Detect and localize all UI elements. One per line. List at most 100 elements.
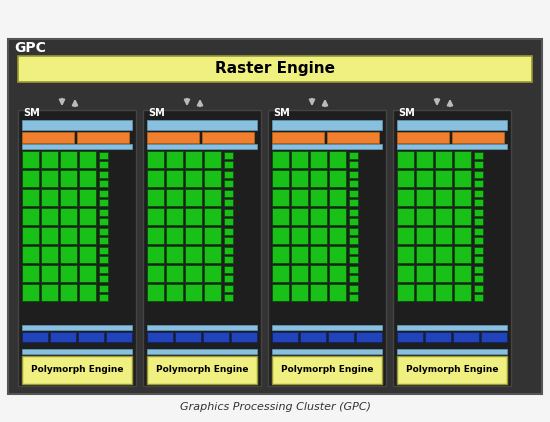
Bar [60,246,77,263]
Bar [41,227,58,244]
Bar [474,180,483,187]
Bar [147,356,257,384]
Bar [166,265,183,282]
Bar [291,170,308,187]
Bar [147,246,164,263]
Bar [416,208,433,225]
Bar [185,227,202,244]
Bar [224,190,233,197]
Bar [272,170,289,187]
Text: SM: SM [273,108,290,118]
Bar [147,120,257,130]
Bar [166,208,183,225]
Bar [329,246,346,263]
Bar [349,237,358,244]
Bar [397,356,507,384]
Bar [185,284,202,301]
Bar [41,284,58,301]
Bar [272,332,298,342]
Bar [60,189,77,206]
Bar [435,265,452,282]
Bar [435,170,452,187]
Bar [41,151,58,168]
Bar [454,170,471,187]
Bar [474,237,483,244]
Bar [397,332,423,342]
Bar [435,208,452,225]
Bar [79,151,96,168]
Bar [224,228,233,235]
Bar [291,246,308,263]
Bar [310,151,327,168]
Bar [329,284,346,301]
Bar [349,285,358,292]
Text: Polymorph Engine: Polymorph Engine [156,365,248,374]
Bar [99,161,108,168]
Bar [454,246,471,263]
Bar [474,161,483,168]
Bar [416,227,433,244]
Bar [22,227,39,244]
Bar [454,151,471,168]
Bar [99,285,108,292]
Bar [22,144,132,149]
Bar [397,265,414,282]
Bar [224,275,233,282]
Bar [349,180,358,187]
Bar [231,332,257,342]
Bar [224,256,233,263]
Bar [185,246,202,263]
Bar [41,265,58,282]
Bar [204,265,221,282]
Bar [416,189,433,206]
Bar [79,265,96,282]
Bar [224,237,233,244]
Bar [272,151,289,168]
Bar [454,265,471,282]
Text: Polymorph Engine: Polymorph Engine [406,365,498,374]
Bar [166,284,183,301]
Text: Graphics Processing Cluster (GPC): Graphics Processing Cluster (GPC) [179,402,371,412]
Bar [272,265,289,282]
Bar [291,265,308,282]
Bar [272,349,382,354]
Bar [77,132,129,143]
Bar [454,189,471,206]
Bar [22,325,132,330]
Bar [272,208,289,225]
Bar [60,208,77,225]
Bar [22,120,132,130]
Bar [272,120,382,130]
Bar [99,152,108,159]
Bar [474,190,483,197]
Bar [60,151,77,168]
Bar [22,189,39,206]
Bar [397,227,414,244]
Bar [22,208,39,225]
Bar [147,349,257,354]
Bar [224,247,233,254]
Bar [435,246,452,263]
Bar [349,275,358,282]
Text: SM: SM [148,108,165,118]
Bar [474,294,483,301]
Bar [204,227,221,244]
Bar [349,256,358,263]
Bar [147,151,164,168]
Bar [22,284,39,301]
Bar [310,246,327,263]
Bar [481,332,507,342]
Bar [166,246,183,263]
Bar [166,189,183,206]
Bar [327,132,379,143]
Bar [272,325,382,330]
Bar [474,209,483,216]
Bar [349,218,358,225]
Bar [8,39,542,394]
Text: Polymorph Engine: Polymorph Engine [280,365,373,374]
Bar [224,218,233,225]
Bar [272,284,289,301]
Bar [79,189,96,206]
Bar [310,284,327,301]
Bar [147,144,257,149]
